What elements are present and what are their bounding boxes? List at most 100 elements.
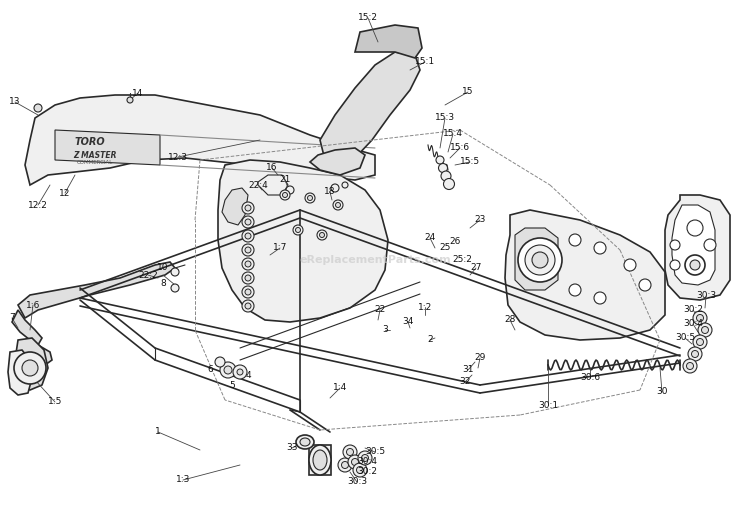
Ellipse shape xyxy=(313,450,327,470)
Circle shape xyxy=(670,240,680,250)
Circle shape xyxy=(443,179,454,189)
Polygon shape xyxy=(25,95,375,185)
Text: 12:2: 12:2 xyxy=(28,200,48,209)
Text: 16: 16 xyxy=(266,163,278,172)
Text: 30:5: 30:5 xyxy=(365,447,385,457)
Circle shape xyxy=(220,362,236,378)
Ellipse shape xyxy=(309,445,331,475)
Text: eReplacementParts.com: eReplacementParts.com xyxy=(299,255,451,265)
Polygon shape xyxy=(672,205,715,285)
Text: 26: 26 xyxy=(449,238,460,246)
Circle shape xyxy=(697,338,703,346)
Text: 1:2: 1:2 xyxy=(418,303,432,312)
Ellipse shape xyxy=(296,435,314,449)
Circle shape xyxy=(693,335,707,349)
Text: 1:7: 1:7 xyxy=(273,243,287,253)
Polygon shape xyxy=(309,445,331,475)
Circle shape xyxy=(692,350,698,358)
Circle shape xyxy=(685,255,705,275)
Polygon shape xyxy=(18,262,175,318)
Circle shape xyxy=(362,455,368,461)
Polygon shape xyxy=(515,228,558,290)
Text: 12:3: 12:3 xyxy=(168,152,188,161)
Polygon shape xyxy=(222,188,248,225)
Text: TORO: TORO xyxy=(75,137,105,147)
Text: 30:4: 30:4 xyxy=(357,457,377,467)
Circle shape xyxy=(14,352,46,384)
Text: 5: 5 xyxy=(230,381,235,389)
Text: 8: 8 xyxy=(160,279,166,289)
Circle shape xyxy=(245,275,251,281)
Circle shape xyxy=(286,186,294,194)
Text: 15: 15 xyxy=(462,88,474,97)
Text: 15:2: 15:2 xyxy=(358,14,378,22)
Circle shape xyxy=(569,284,581,296)
Text: 1:6: 1:6 xyxy=(26,301,40,310)
Text: 1:5: 1:5 xyxy=(48,397,62,407)
Circle shape xyxy=(441,171,451,181)
Circle shape xyxy=(333,200,343,210)
Circle shape xyxy=(701,326,709,334)
Circle shape xyxy=(594,292,606,304)
Text: 15:4: 15:4 xyxy=(443,129,463,138)
Text: 12: 12 xyxy=(59,188,70,197)
Circle shape xyxy=(693,311,707,325)
Text: 31: 31 xyxy=(462,365,474,374)
Circle shape xyxy=(242,244,254,256)
Circle shape xyxy=(686,362,694,370)
Circle shape xyxy=(697,314,703,322)
Polygon shape xyxy=(505,210,665,340)
Circle shape xyxy=(353,463,367,477)
Circle shape xyxy=(594,242,606,254)
Text: 30:4: 30:4 xyxy=(683,319,703,328)
Circle shape xyxy=(242,272,254,284)
Circle shape xyxy=(280,190,290,200)
Text: 29: 29 xyxy=(474,353,486,362)
Circle shape xyxy=(670,260,680,270)
Circle shape xyxy=(518,238,562,282)
Circle shape xyxy=(242,286,254,298)
Polygon shape xyxy=(12,310,42,345)
Circle shape xyxy=(343,445,357,459)
Circle shape xyxy=(348,455,362,469)
Circle shape xyxy=(356,467,364,473)
Circle shape xyxy=(245,205,251,211)
Polygon shape xyxy=(32,345,52,365)
Polygon shape xyxy=(218,160,388,322)
Text: 15:1: 15:1 xyxy=(415,57,435,66)
Circle shape xyxy=(127,97,133,103)
Text: 30:1: 30:1 xyxy=(538,400,558,409)
Circle shape xyxy=(242,216,254,228)
Circle shape xyxy=(335,203,340,208)
Polygon shape xyxy=(320,52,420,168)
Text: 30:2: 30:2 xyxy=(357,468,377,477)
Circle shape xyxy=(171,284,179,292)
Polygon shape xyxy=(310,148,365,175)
Text: 15:5: 15:5 xyxy=(460,158,480,167)
Text: 18: 18 xyxy=(324,187,336,196)
Polygon shape xyxy=(355,25,422,58)
Circle shape xyxy=(342,182,348,188)
Text: 34: 34 xyxy=(402,317,414,326)
Circle shape xyxy=(245,289,251,295)
Text: 13: 13 xyxy=(9,98,21,106)
Text: 30:6: 30:6 xyxy=(580,374,600,383)
Circle shape xyxy=(532,252,548,268)
Text: 30: 30 xyxy=(656,387,668,397)
Circle shape xyxy=(331,184,339,192)
Circle shape xyxy=(688,347,702,361)
Text: 24: 24 xyxy=(424,233,436,243)
Circle shape xyxy=(687,220,703,236)
Text: 27: 27 xyxy=(470,264,482,272)
Text: 32: 32 xyxy=(459,377,471,386)
Circle shape xyxy=(237,369,243,375)
Circle shape xyxy=(242,300,254,312)
Text: COMMERCIAL: COMMERCIAL xyxy=(76,160,113,165)
Text: 21: 21 xyxy=(279,175,291,184)
Circle shape xyxy=(341,461,349,469)
Polygon shape xyxy=(665,195,730,300)
Text: 6: 6 xyxy=(207,365,213,374)
Text: 30:2: 30:2 xyxy=(683,305,703,314)
Text: 22:4: 22:4 xyxy=(248,181,268,189)
Circle shape xyxy=(245,247,251,253)
